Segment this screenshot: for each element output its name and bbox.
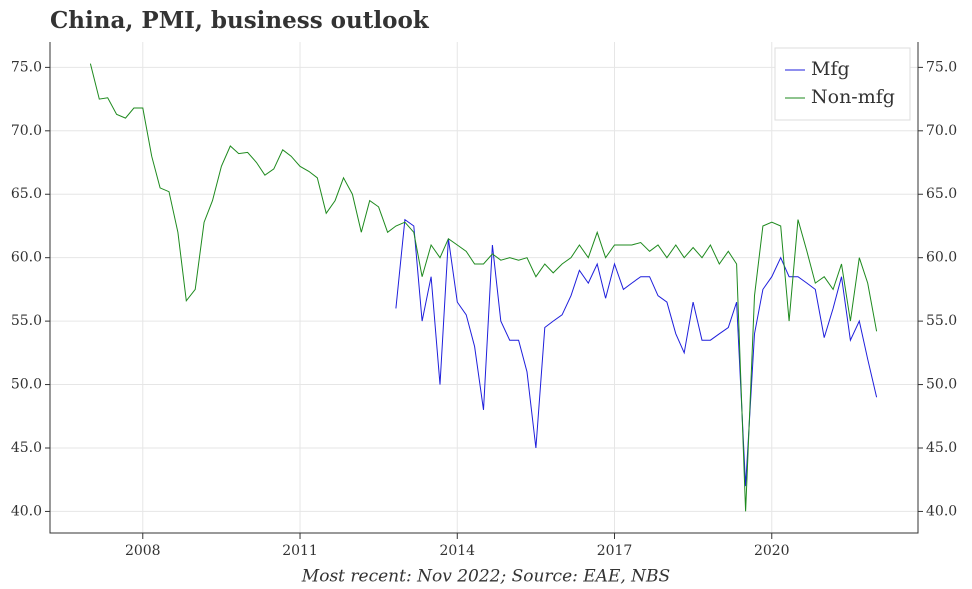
chart-title: China, PMI, business outlook xyxy=(50,7,430,34)
y2-tick-label: 40.0 xyxy=(926,503,957,519)
y-tick-label: 50.0 xyxy=(11,377,42,393)
y2-tick-label: 50.0 xyxy=(926,377,957,393)
y-tick-label: 45.0 xyxy=(11,440,42,456)
y2-tick-label: 60.0 xyxy=(926,250,957,266)
y2-tick-label: 70.0 xyxy=(926,123,957,139)
y2-tick-label: 55.0 xyxy=(926,313,957,329)
legend-box xyxy=(774,47,911,121)
legend-label: Mfg xyxy=(811,58,850,80)
series-line xyxy=(89,63,878,512)
y-tick-label: 55.0 xyxy=(11,313,42,329)
legend-label: Non-mfg xyxy=(811,86,895,108)
x-tick-label: 2011 xyxy=(282,543,318,559)
y-tick-label: 75.0 xyxy=(11,59,42,75)
x-tick-label: 2014 xyxy=(439,543,475,559)
y-tick-label: 65.0 xyxy=(11,186,42,202)
y2-tick-label: 65.0 xyxy=(926,186,957,202)
axis-frame xyxy=(49,42,919,534)
y-tick-label: 70.0 xyxy=(11,123,42,139)
x-tick-label: 2017 xyxy=(597,543,633,559)
y2-tick-label: 45.0 xyxy=(926,440,957,456)
y-tick-label: 40.0 xyxy=(11,503,42,519)
y2-tick-label: 75.0 xyxy=(926,59,957,75)
y-tick-label: 60.0 xyxy=(11,250,42,266)
caption: Most recent: Nov 2022; Source: EAE, NBS xyxy=(301,567,670,587)
x-tick-label: 2020 xyxy=(754,543,790,559)
x-tick-label: 2008 xyxy=(125,543,161,559)
series-line xyxy=(395,218,878,487)
